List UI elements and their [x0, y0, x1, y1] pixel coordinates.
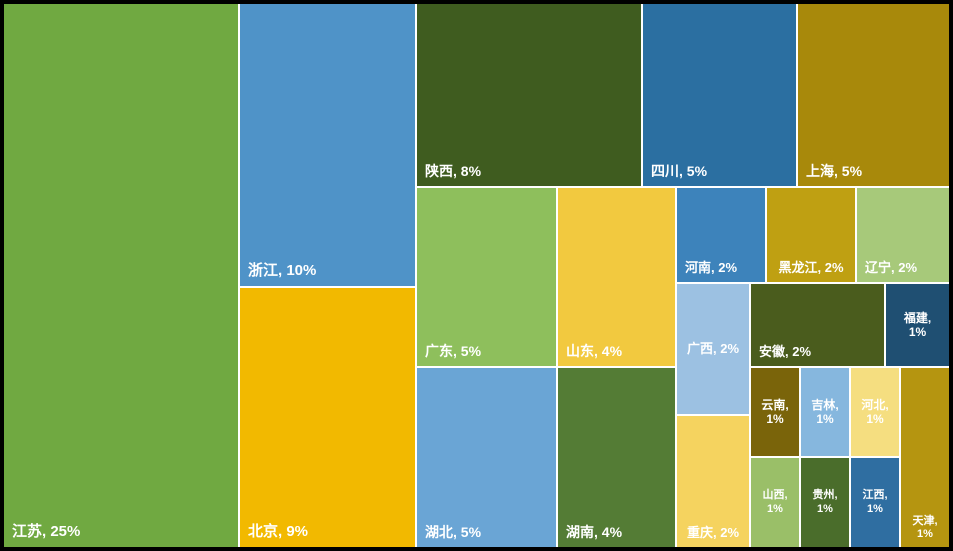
treemap-cell-henan: 河南, 2%: [677, 188, 765, 282]
treemap-cell-guizhou: 贵州, 1%: [801, 458, 849, 547]
cell-label: 云南, 1%: [759, 398, 791, 427]
treemap-cell-shanxi2: 山西, 1%: [751, 458, 799, 547]
cell-label: 河北, 1%: [859, 398, 891, 427]
treemap-cell-beijing: 北京, 9%: [240, 288, 415, 547]
treemap-cell-hubei: 湖北, 5%: [417, 368, 556, 547]
treemap-cell-hebei: 河北, 1%: [851, 368, 899, 456]
cell-label: 山西, 1%: [759, 489, 791, 515]
cell-label: 安徽, 2%: [759, 344, 811, 360]
cell-label: 重庆, 2%: [687, 525, 739, 541]
cell-label: 广西, 2%: [687, 341, 739, 357]
treemap-cell-guangxi: 广西, 2%: [677, 284, 749, 414]
cell-label: 福建, 1%: [894, 311, 941, 340]
cell-label: 河南, 2%: [685, 260, 737, 276]
treemap-cell-fujian: 福建, 1%: [886, 284, 949, 366]
treemap-cell-heilongjiang: 黑龙江, 2%: [767, 188, 855, 282]
treemap-cell-shaanxi: 陕西, 8%: [417, 4, 641, 186]
cell-label: 天津, 1%: [909, 515, 941, 541]
cell-label: 广东, 5%: [425, 343, 481, 360]
treemap-cell-chongqing: 重庆, 2%: [677, 416, 749, 547]
treemap-cell-guangdong: 广东, 5%: [417, 188, 556, 366]
cell-label: 贵州, 1%: [809, 489, 841, 515]
cell-label: 吉林, 1%: [809, 398, 841, 427]
cell-label: 湖北, 5%: [425, 524, 481, 541]
treemap-cell-hunan: 湖南, 4%: [558, 368, 675, 547]
treemap-cell-zhejiang: 浙江, 10%: [240, 4, 415, 286]
treemap-cell-shandong: 山东, 4%: [558, 188, 675, 366]
treemap-cell-anhui: 安徽, 2%: [751, 284, 884, 366]
treemap-cell-yunnan: 云南, 1%: [751, 368, 799, 456]
treemap-container: 江苏, 25% 浙江, 10% 北京, 9% 陕西, 8% 四川, 5% 上海, 5% 广东…: [0, 0, 953, 551]
treemap-cell-jiangsu: 江苏, 25%: [4, 4, 238, 547]
treemap-cell-sichuan: 四川, 5%: [643, 4, 796, 186]
cell-label: 北京, 9%: [248, 523, 308, 541]
treemap-cell-shanghai: 上海, 5%: [798, 4, 949, 186]
cell-label: 黑龙江, 2%: [778, 260, 843, 276]
treemap-cell-jilin: 吉林, 1%: [801, 368, 849, 456]
cell-label: 山东, 4%: [566, 343, 622, 360]
cell-label: 四川, 5%: [651, 163, 707, 180]
cell-label: 江苏, 25%: [12, 523, 80, 541]
treemap-cell-liaoning: 辽宁, 2%: [857, 188, 949, 282]
cell-label: 浙江, 10%: [248, 262, 316, 280]
cell-label: 湖南, 4%: [566, 524, 622, 541]
cell-label: 上海, 5%: [806, 163, 862, 180]
cell-label: 江西, 1%: [859, 489, 891, 515]
treemap-cell-tianjin: 天津, 1%: [901, 368, 949, 547]
treemap-cell-jiangxi: 江西, 1%: [851, 458, 899, 547]
cell-label: 陕西, 8%: [425, 163, 481, 180]
cell-label: 辽宁, 2%: [865, 260, 917, 276]
